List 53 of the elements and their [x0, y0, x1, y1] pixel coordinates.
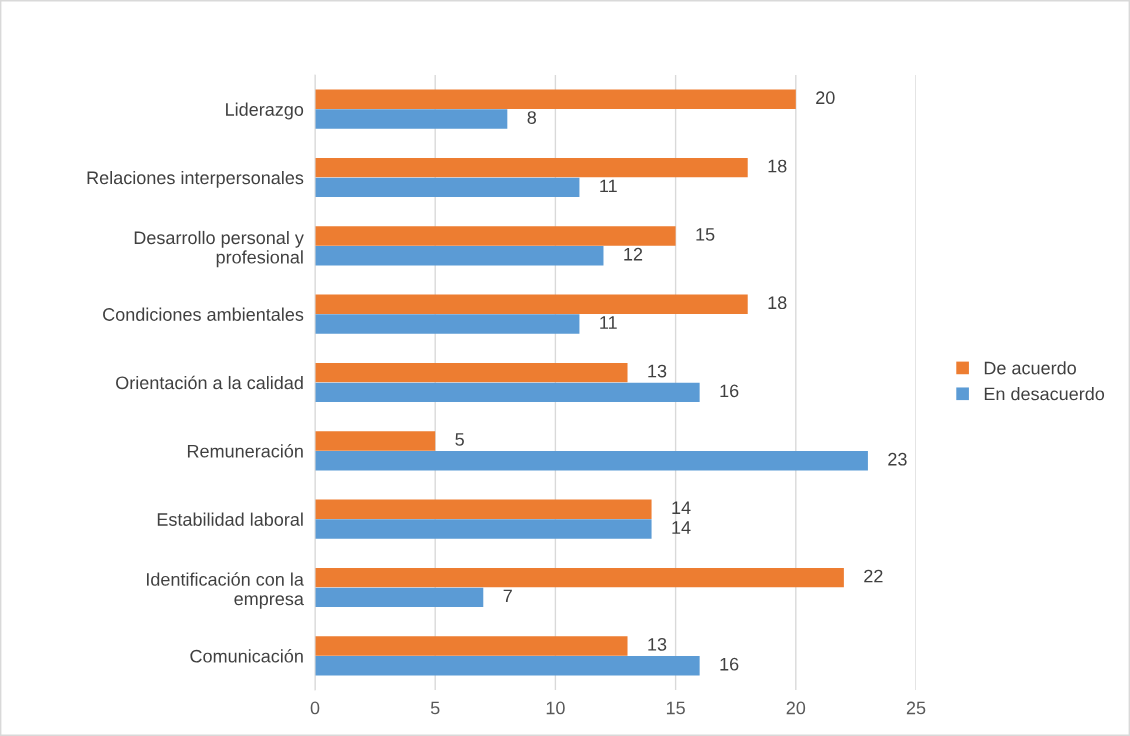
x-tick-label: 15 — [666, 701, 685, 715]
y-tick-label: Desarrollo personal y profesional — [134, 230, 304, 268]
bar — [315, 226, 676, 246]
bar — [315, 656, 700, 676]
y-tick-label: Estabilidad laboral — [157, 512, 303, 526]
bar — [315, 246, 604, 266]
bar — [315, 567, 844, 588]
y-tick-label: Remuneración — [187, 444, 303, 458]
data-label: 18 — [768, 159, 787, 173]
legend-label: En desacuerdo — [984, 387, 1105, 401]
data-label: 12 — [624, 247, 643, 261]
x-tick-label: 5 — [430, 701, 440, 715]
x-tick-label: 0 — [310, 701, 320, 715]
bar — [315, 314, 580, 334]
legend-label: De acuerdo — [984, 361, 1076, 375]
y-tick-label: Orientación a la calidad — [116, 375, 303, 390]
bar — [315, 499, 652, 519]
data-label: 13 — [648, 637, 667, 651]
bar — [315, 382, 700, 403]
bar — [315, 157, 748, 178]
bar — [315, 177, 580, 198]
x-tick-label: 20 — [786, 701, 806, 715]
bar — [315, 431, 436, 451]
bar — [315, 294, 748, 314]
y-tick-label: Identificación con la empresa — [146, 572, 304, 609]
x-tick-label: 25 — [906, 701, 926, 715]
data-label: 22 — [864, 569, 883, 583]
bar — [315, 519, 652, 539]
data-label: 5 — [455, 433, 464, 446]
y-tick-label: Relaciones interpersonales — [87, 170, 304, 188]
data-label: 16 — [720, 384, 739, 398]
bar — [315, 109, 508, 129]
data-label: 11 — [600, 179, 617, 193]
data-label: 23 — [888, 452, 907, 466]
bar — [315, 451, 868, 471]
bar — [315, 636, 628, 656]
data-label: 15 — [696, 228, 715, 241]
bar — [315, 89, 796, 109]
y-tick-label: Condiciones ambientales — [103, 307, 304, 321]
data-label: 7 — [503, 589, 512, 603]
data-label: 8 — [527, 111, 537, 124]
data-label: 20 — [816, 91, 835, 105]
data-label: 14 — [672, 501, 691, 514]
y-tick-label: Liderazgo — [226, 102, 304, 120]
x-tick-label: 10 — [546, 701, 565, 715]
data-label: 18 — [768, 296, 787, 310]
data-label: 14 — [672, 521, 691, 534]
bar — [315, 362, 628, 383]
data-label: 16 — [720, 657, 739, 671]
bar — [315, 587, 484, 608]
data-label: 11 — [600, 316, 617, 329]
data-label: 13 — [648, 364, 667, 378]
y-tick-label: Comunicación — [190, 649, 303, 663]
